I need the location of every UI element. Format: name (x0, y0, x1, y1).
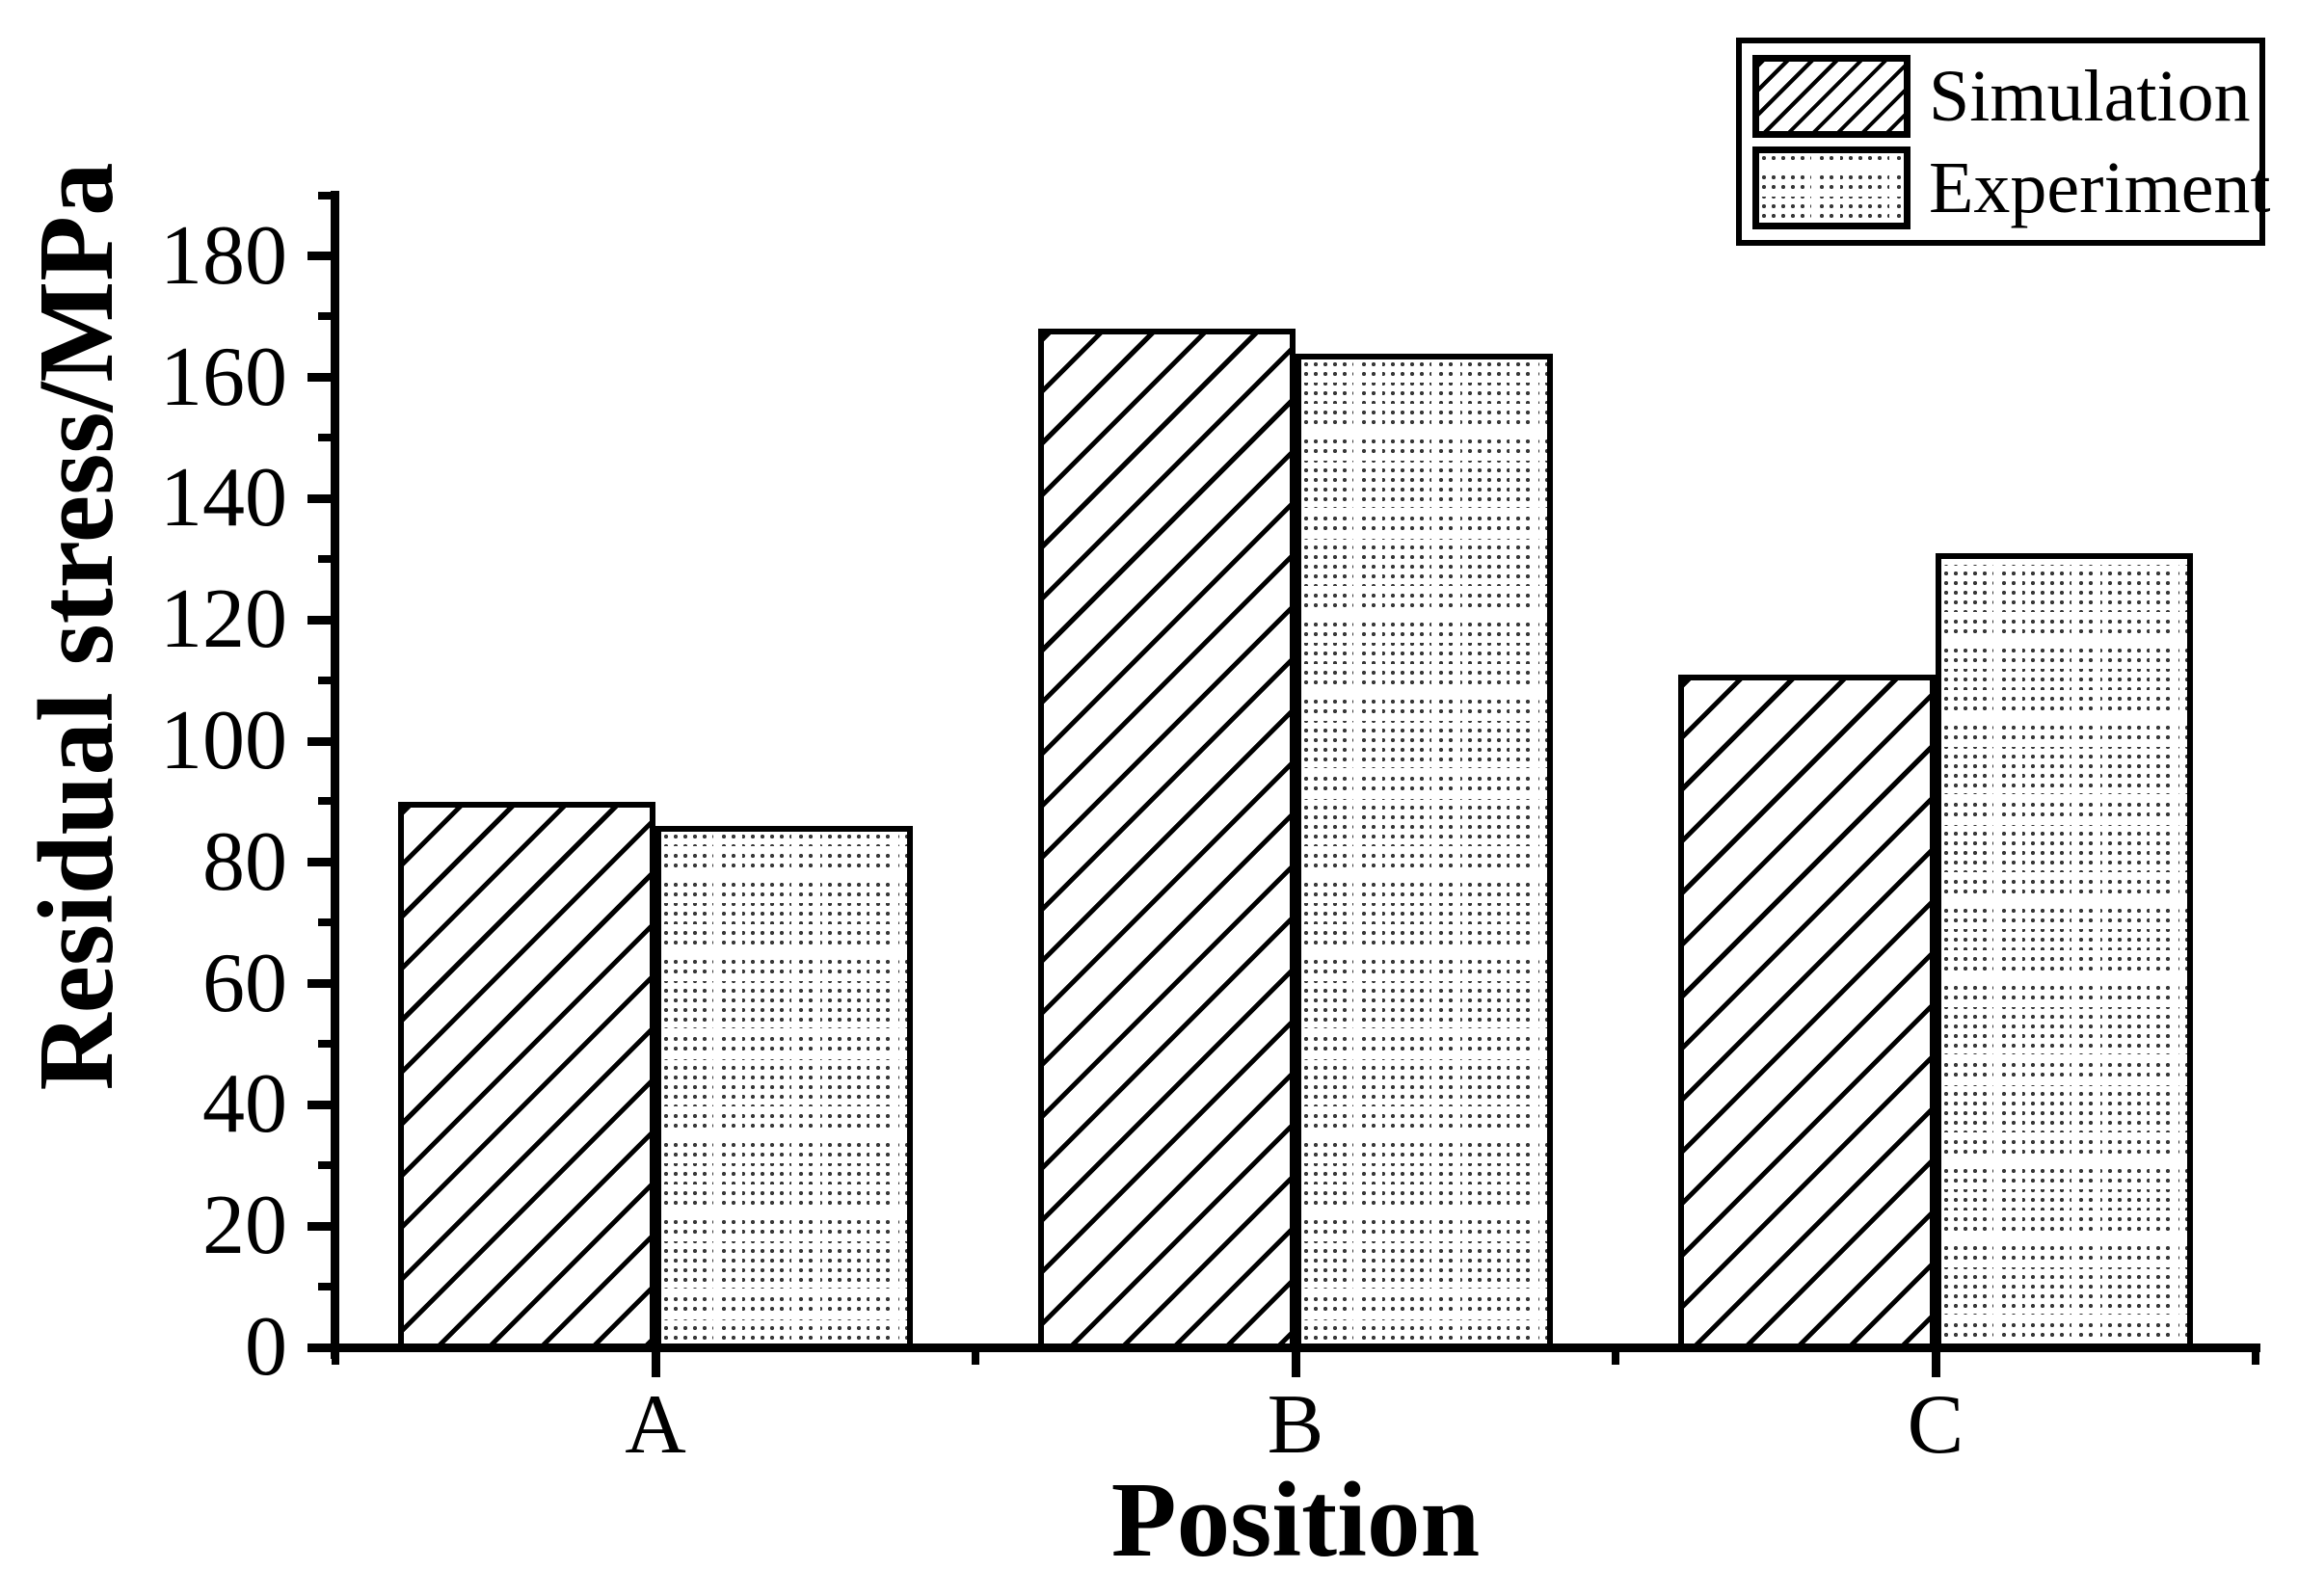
y-minor-tick (318, 1282, 331, 1290)
y-minor-tick (318, 918, 331, 927)
bar-experiment-A (655, 826, 913, 1351)
y-minor-tick (318, 1040, 331, 1049)
bar-simulation-C (1678, 674, 1936, 1351)
legend-label-experiment: Experiment (1929, 147, 2271, 228)
x-major-tick-C (1931, 1351, 1940, 1377)
y-major-tick (307, 252, 331, 261)
y-tick-label-160: 160 (160, 330, 287, 424)
y-major-tick (307, 979, 331, 989)
legend-swatch-experiment-dots-icon (1752, 146, 1911, 229)
y-tick-label-120: 120 (160, 572, 287, 667)
x-category-label-C: C (1907, 1378, 1964, 1472)
x-minor-tick (972, 1351, 979, 1365)
y-tick-label-20: 20 (202, 1179, 287, 1273)
bar-experiment-B (1296, 353, 1553, 1351)
x-minor-tick (1612, 1351, 1619, 1365)
x-minor-tick (332, 1351, 339, 1365)
x-major-tick-A (651, 1351, 660, 1377)
y-tick-label-140: 140 (160, 451, 287, 545)
x-category-label-B: B (1267, 1378, 1324, 1472)
y-major-tick (307, 1100, 331, 1109)
y-major-tick (307, 858, 331, 867)
y-minor-tick (318, 312, 331, 321)
y-minor-tick (318, 191, 331, 200)
x-category-label-A: A (625, 1378, 686, 1472)
y-axis-line (331, 191, 339, 1359)
y-minor-tick (318, 797, 331, 806)
y-tick-label-80: 80 (202, 814, 287, 909)
legend: Simulation Experiment (1736, 38, 2271, 246)
bar-experiment-C (1936, 553, 2193, 1351)
y-minor-tick (318, 434, 331, 442)
x-axis-line (331, 1343, 2260, 1352)
y-tick-label-40: 40 (202, 1057, 287, 1152)
bar-simulation-A (398, 801, 655, 1351)
y-major-tick (307, 1221, 331, 1231)
legend-swatch-simulation-hatch-icon (1752, 55, 1911, 138)
bar-simulation-B (1038, 329, 1296, 1351)
y-major-tick (307, 615, 331, 625)
y-axis-title: Residual stress/MPa (17, 162, 136, 1091)
y-major-tick (307, 736, 331, 746)
y-major-tick (307, 1343, 331, 1352)
y-minor-tick (318, 554, 331, 563)
x-major-tick-B (1291, 1351, 1300, 1377)
legend-label-simulation: Simulation (1929, 56, 2251, 137)
y-tick-label-60: 60 (202, 936, 287, 1030)
y-tick-label-0: 0 (245, 1300, 287, 1394)
y-minor-tick (318, 1160, 331, 1169)
y-tick-label-180: 180 (160, 208, 287, 303)
y-major-tick (307, 373, 331, 383)
y-minor-tick (318, 676, 331, 684)
x-minor-tick (2252, 1351, 2259, 1365)
y-tick-label-100: 100 (160, 694, 287, 788)
x-axis-title: Position (1110, 1461, 1481, 1580)
y-major-tick (307, 493, 331, 503)
